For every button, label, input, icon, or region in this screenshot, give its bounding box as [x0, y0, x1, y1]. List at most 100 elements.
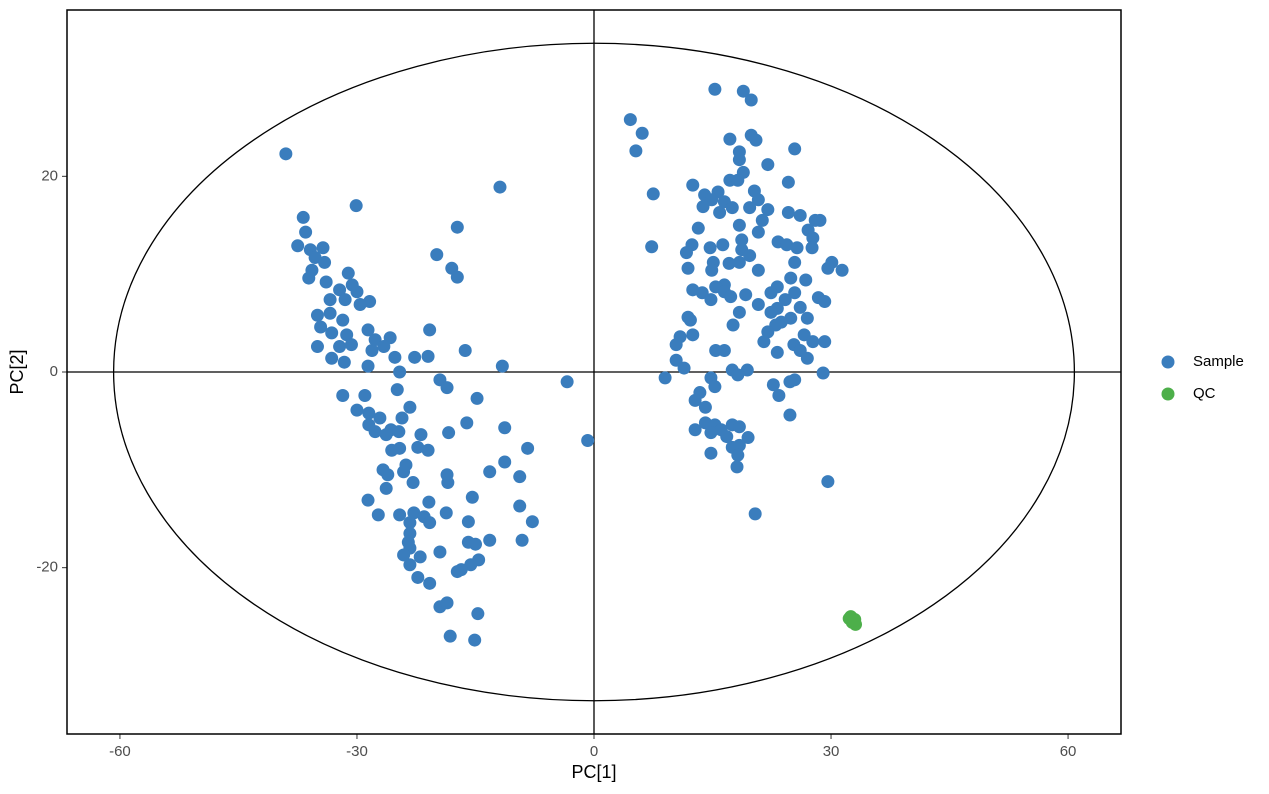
point	[397, 548, 411, 562]
point	[805, 241, 819, 255]
y-tick-label: 20	[41, 167, 58, 184]
point	[724, 290, 738, 304]
legend-marker	[1161, 355, 1175, 369]
point	[818, 335, 832, 349]
point	[349, 199, 363, 213]
point	[423, 576, 437, 590]
point	[705, 193, 719, 207]
point	[813, 213, 827, 227]
point	[411, 570, 425, 584]
point	[362, 406, 376, 420]
point	[772, 388, 786, 402]
point	[336, 388, 350, 402]
point	[406, 476, 420, 490]
point	[731, 448, 745, 462]
point	[781, 206, 795, 220]
point	[732, 305, 746, 319]
point	[806, 231, 820, 245]
point	[783, 375, 797, 389]
point	[669, 338, 683, 352]
point	[323, 306, 337, 320]
point	[722, 256, 736, 270]
point	[318, 255, 332, 269]
point	[460, 416, 474, 430]
point	[279, 147, 293, 161]
point	[403, 516, 417, 530]
point	[337, 355, 351, 369]
point	[319, 275, 333, 289]
point	[423, 516, 437, 530]
point	[483, 465, 497, 479]
point	[732, 218, 746, 232]
point	[764, 305, 778, 319]
point	[731, 173, 745, 187]
point	[793, 300, 807, 314]
point	[393, 508, 407, 522]
point	[725, 201, 739, 215]
point	[353, 297, 367, 311]
point	[440, 381, 454, 395]
point	[395, 411, 409, 425]
point	[392, 425, 406, 439]
point	[736, 84, 750, 98]
point	[732, 255, 746, 269]
point	[658, 371, 672, 385]
point	[325, 326, 339, 340]
point	[731, 368, 745, 382]
point	[310, 308, 324, 322]
point	[414, 428, 428, 442]
point	[704, 426, 718, 440]
point	[450, 565, 464, 579]
point	[421, 443, 435, 457]
point	[751, 297, 765, 311]
point	[705, 263, 719, 277]
point	[338, 293, 352, 307]
point	[835, 263, 849, 277]
point	[800, 351, 814, 365]
point	[781, 175, 795, 189]
point	[333, 283, 347, 297]
point	[629, 144, 643, 158]
point	[717, 343, 731, 357]
point	[411, 440, 425, 454]
x-tick-label: 60	[1060, 743, 1077, 760]
point	[761, 158, 775, 172]
point	[730, 460, 744, 474]
point	[471, 607, 485, 621]
point	[361, 323, 375, 337]
point	[439, 506, 453, 520]
y-axis-title: PC[2]	[7, 349, 27, 394]
point	[368, 333, 382, 347]
point	[441, 476, 455, 490]
point	[797, 328, 811, 342]
point	[713, 206, 727, 220]
point	[296, 210, 310, 224]
point	[703, 241, 717, 255]
legend-label: QC	[1193, 385, 1216, 402]
point	[385, 443, 399, 457]
point	[788, 286, 802, 300]
point	[696, 200, 710, 214]
point	[421, 349, 435, 363]
point	[403, 400, 417, 414]
point	[468, 537, 482, 551]
point	[344, 338, 358, 352]
point	[350, 403, 364, 417]
point	[379, 481, 393, 495]
point	[336, 313, 350, 327]
point	[302, 271, 316, 285]
point	[560, 375, 574, 389]
point	[299, 225, 313, 239]
point	[310, 340, 324, 354]
point	[468, 633, 482, 647]
point	[780, 238, 794, 252]
point	[708, 380, 722, 394]
point	[423, 323, 437, 337]
point	[761, 203, 775, 217]
x-tick-label: 30	[823, 743, 840, 760]
point	[788, 142, 802, 156]
legend-label: Sample	[1193, 353, 1244, 370]
point	[623, 113, 637, 127]
x-axis-title: PC[1]	[571, 762, 616, 782]
point	[645, 240, 659, 254]
